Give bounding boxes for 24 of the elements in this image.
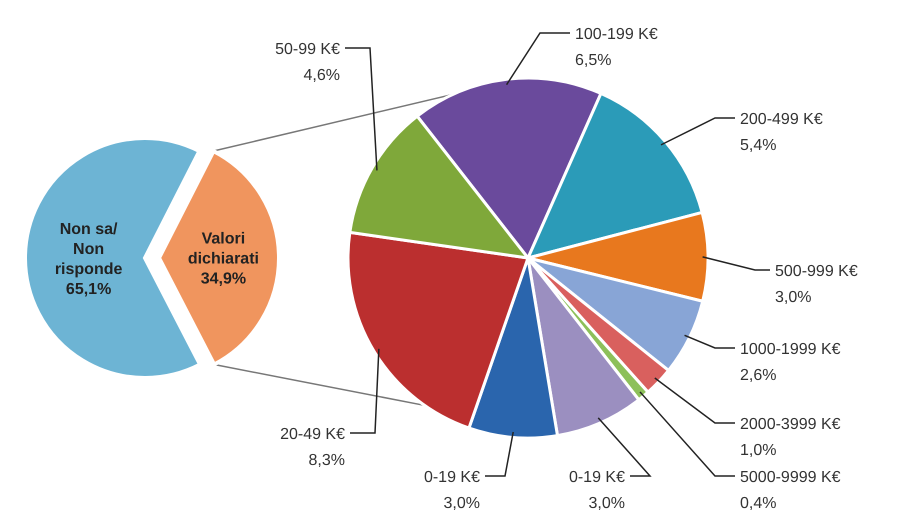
data-label: 0,4%	[740, 495, 776, 512]
data-label: 1,0%	[740, 442, 776, 459]
slice-label: 0-19 K€	[568, 469, 626, 486]
data-label: 4,6%	[304, 67, 340, 84]
data-label: 8,3%	[308, 452, 345, 469]
data-label: 6,5%	[575, 52, 612, 69]
slice-label: 100-199 K€	[575, 26, 658, 43]
data-label: 2,6%	[740, 367, 776, 384]
slice-label: 50-99 K€	[275, 41, 340, 58]
slice-label: 20-49 K€	[280, 426, 346, 443]
data-label: 5,4%	[740, 137, 776, 154]
slice-label: Valori dichiarati	[188, 230, 259, 268]
slice-label: 2000-3999 K€	[740, 416, 841, 433]
data-label: 3,0%	[588, 495, 625, 512]
slice-label: 1000-1999 K€	[740, 341, 841, 358]
data-label: 34,9%	[200, 270, 246, 288]
slice-label: 5000-9999 K€	[740, 469, 841, 486]
data-label: 65,1%	[66, 281, 112, 298]
slice-label: 0-19 K€	[424, 469, 480, 486]
slice-label: 500-999 K€	[775, 263, 858, 280]
data-label: 3,0%	[775, 289, 812, 306]
data-label: 3,0%	[444, 495, 480, 512]
slice-label: 200-499 K€	[740, 111, 823, 128]
slice-label: Non sa/ Non risponde	[54, 221, 122, 278]
